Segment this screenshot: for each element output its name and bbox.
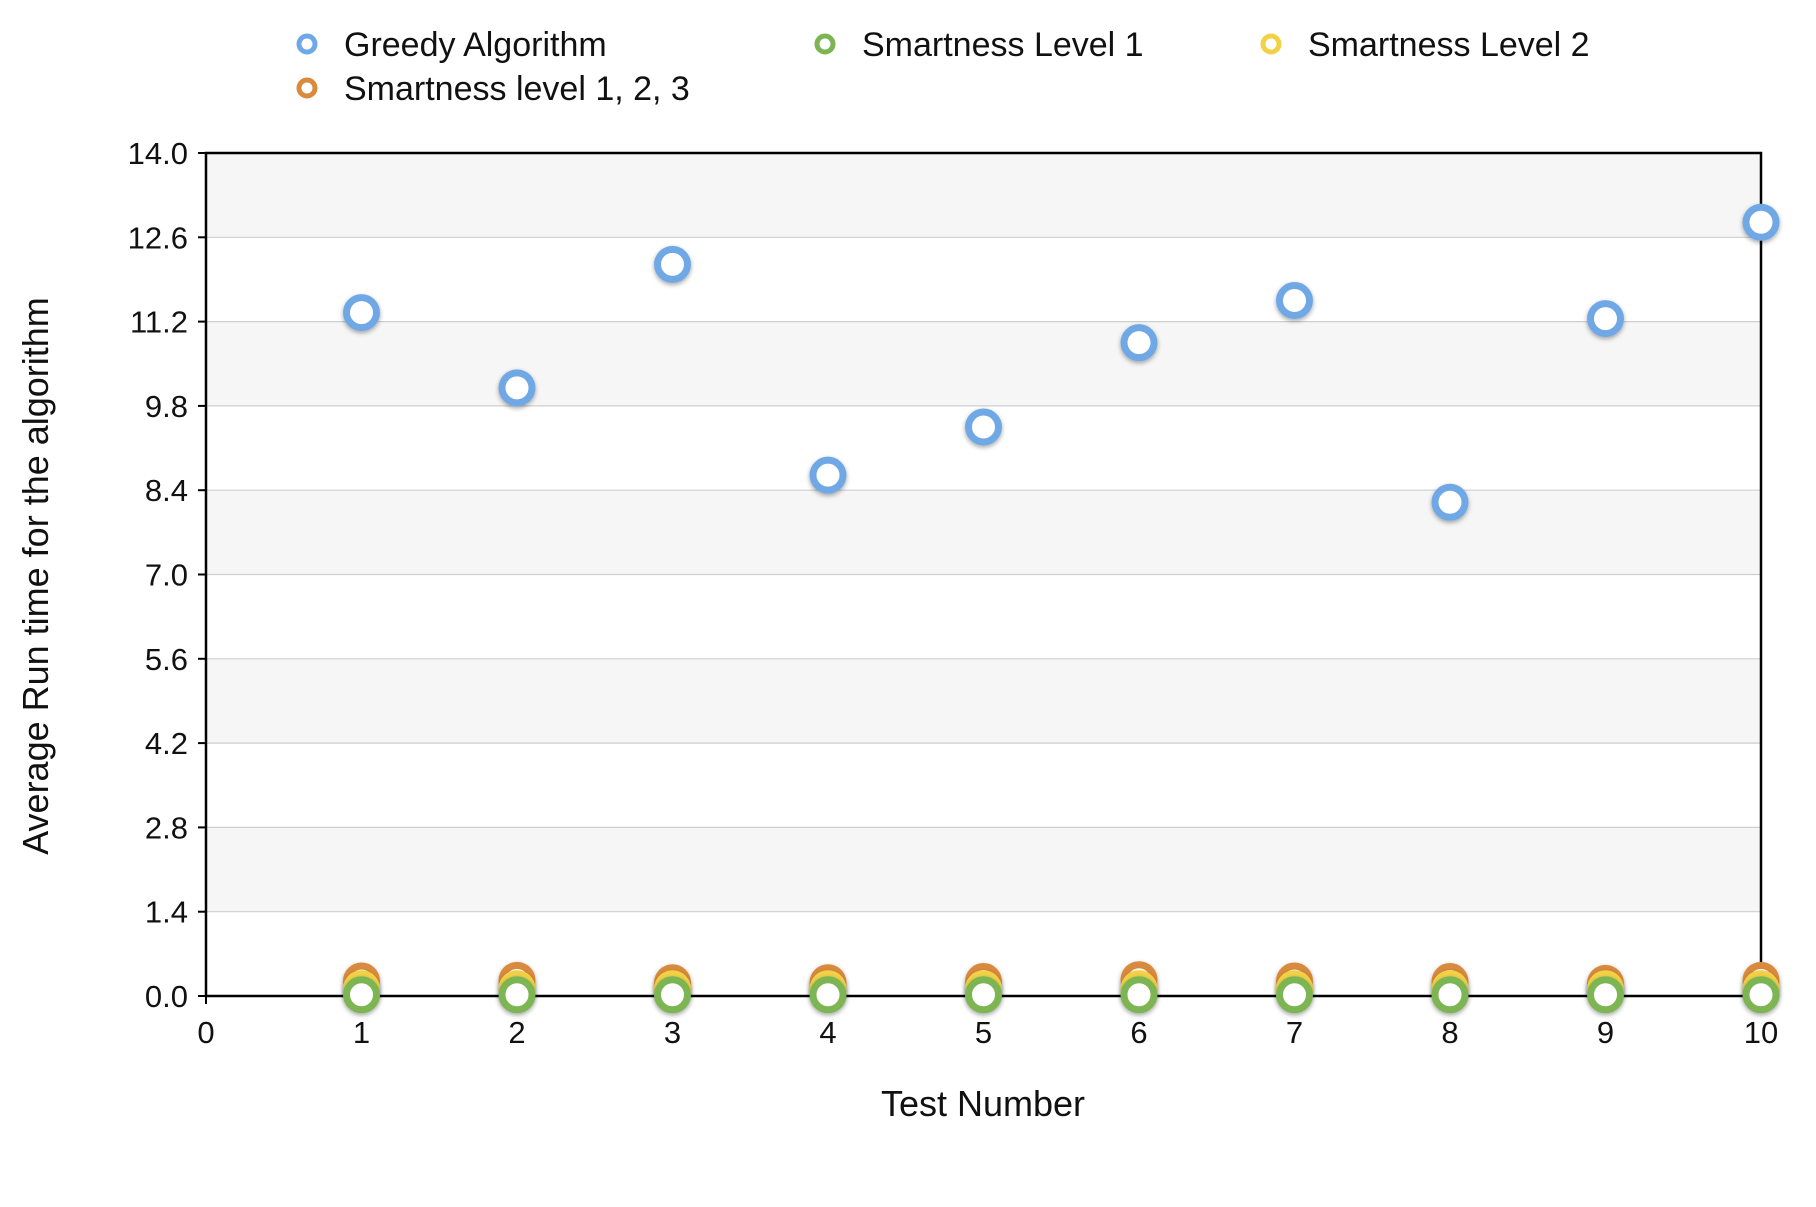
x-tick-label: 6	[1130, 1015, 1147, 1050]
y-tick-label: 5.6	[145, 642, 188, 677]
y-tick-label: 0.0	[145, 979, 188, 1014]
x-tick-label: 0	[197, 1015, 214, 1050]
data-point	[1742, 976, 1780, 1014]
legend-label: Smartness Level 1	[862, 26, 1144, 64]
grid-band	[206, 321, 1761, 406]
y-tick-label: 7.0	[145, 558, 188, 593]
data-point	[654, 245, 691, 283]
data-point	[498, 976, 536, 1014]
data-point	[1120, 324, 1158, 362]
data-point	[1431, 483, 1469, 521]
data-point	[965, 976, 1002, 1014]
y-tick-label: 1.4	[145, 895, 188, 930]
legend-label: Greedy Algorithm	[344, 26, 607, 64]
x-axis-title: Test Number	[881, 1083, 1085, 1124]
y-tick-label: 8.4	[145, 473, 188, 508]
x-tick-label: 9	[1597, 1015, 1614, 1050]
x-tick-label: 1	[353, 1015, 370, 1050]
data-point	[809, 976, 847, 1014]
data-point	[1431, 976, 1469, 1014]
legend-label: Smartness Level 2	[1308, 26, 1590, 64]
grid-band	[206, 490, 1761, 575]
tick-labels: 0.0 1.4 2.8 4.2 5.6 7.0 8.4 9.8 11.2 12.6 14.0 0 1 2 3…	[128, 136, 1779, 1050]
legend-marker	[296, 33, 318, 55]
data-point	[1742, 203, 1780, 241]
grid-band	[206, 658, 1761, 744]
y-tick-label: 9.8	[145, 389, 188, 424]
data-points	[343, 203, 1780, 1014]
y-axis-title: Average Run time for the algorithm	[15, 297, 56, 855]
x-tick-label: 4	[819, 1015, 836, 1050]
x-tick-label: 5	[975, 1015, 992, 1050]
y-tick-label: 12.6	[128, 220, 188, 255]
y-tick-label: 11.2	[130, 305, 188, 340]
x-tick-label: 2	[508, 1015, 525, 1050]
data-point	[809, 456, 847, 494]
y-tick-label: 4.2	[145, 726, 188, 761]
legend: Greedy Algorithm Smartness Level 1 Smartne…	[296, 26, 1590, 108]
legend-label: Smartness level 1, 2, 3	[344, 70, 690, 108]
data-point	[1587, 300, 1624, 338]
data-point	[498, 369, 536, 407]
data-point	[343, 976, 380, 1014]
x-tick-label: 3	[664, 1015, 681, 1050]
legend-marker	[1260, 33, 1282, 55]
data-point	[965, 408, 1002, 446]
y-tick-label: 2.8	[145, 810, 188, 845]
grid-band	[206, 153, 1761, 238]
x-tick-label: 8	[1441, 1015, 1458, 1050]
x-tick-label: 7	[1286, 1015, 1303, 1050]
data-point	[654, 976, 691, 1014]
x-tick-label: 10	[1744, 1015, 1778, 1050]
data-point	[1120, 976, 1158, 1014]
data-point	[1276, 282, 1313, 320]
gridlines	[206, 153, 1761, 913]
y-tick-label: 14.0	[128, 136, 188, 171]
legend-marker	[814, 33, 836, 55]
grid-band	[206, 827, 1761, 912]
data-point	[1587, 976, 1624, 1014]
legend-marker	[296, 77, 318, 99]
data-point	[1276, 976, 1313, 1014]
data-point	[343, 294, 380, 332]
